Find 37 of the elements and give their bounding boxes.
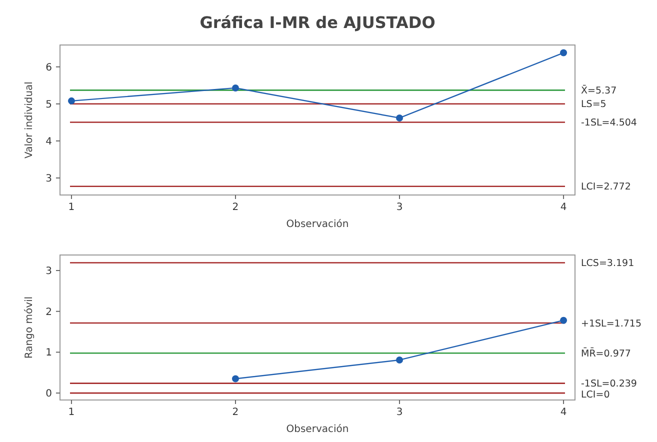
ref-line-label: LCI=2.772	[581, 182, 631, 193]
x-tick-label: 4	[560, 407, 567, 418]
y-tick-label: 2	[46, 306, 52, 318]
y-tick-label: 5	[46, 99, 52, 110]
y-tick-label: 3	[46, 173, 52, 184]
ref-line-label: LS=5	[581, 99, 606, 110]
point	[232, 375, 239, 382]
chart-title: Gráfica I-MR de AJUSTADO	[200, 13, 436, 32]
ref-line-label: -1SL=0.239	[581, 378, 637, 390]
x-tick-label: 2	[232, 202, 239, 213]
x-axis-title: Observación	[286, 424, 349, 435]
y-axis-title: Rango móvil	[24, 296, 35, 359]
x-tick-label: 1	[68, 202, 75, 213]
x-axis-title: Observación	[286, 219, 349, 230]
x-tick-label: 4	[560, 202, 567, 213]
point	[396, 356, 404, 364]
y-tick-label: 6	[46, 62, 52, 74]
point	[68, 97, 75, 104]
ref-line-label: -1SL=4.504	[581, 118, 637, 129]
x-tick-label: 3	[396, 202, 403, 213]
ref-line-label: X̄=5.37	[581, 84, 617, 97]
x-tick-label: 2	[232, 407, 239, 418]
y-axis-title: Valor individual	[24, 82, 35, 158]
y-tick-label: 4	[46, 136, 52, 148]
y-tick-label: 0	[46, 388, 52, 400]
point	[560, 49, 568, 56]
point	[560, 316, 568, 324]
point	[396, 114, 404, 122]
y-tick-label: 1	[46, 348, 52, 359]
x-tick-label: 1	[68, 407, 75, 418]
x-tick-label: 3	[396, 407, 403, 418]
ref-line-label: M̄R̄=0.977	[581, 346, 631, 360]
ref-line-label: LCI=0	[581, 390, 610, 401]
ref-line-label: LCS=3.191	[581, 258, 634, 270]
point	[232, 84, 239, 92]
y-tick-label: 3	[46, 266, 52, 278]
ref-line-label: +1SL=1.715	[581, 318, 642, 330]
